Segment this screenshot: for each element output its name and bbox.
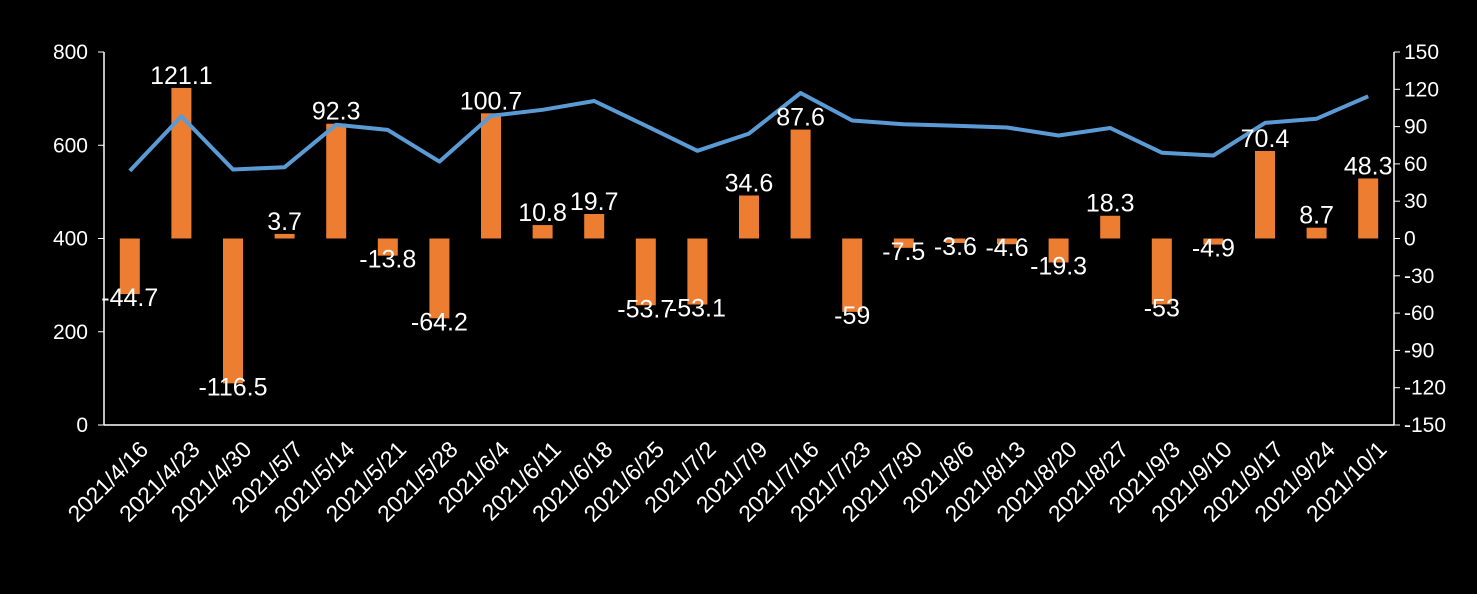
right-tick-label: 150 [1404,41,1439,64]
bar-data-label: 19.7 [570,188,619,216]
bar-data-label: 8.7 [1299,202,1334,230]
bar-data-label: -53.1 [669,295,726,323]
bar [171,87,192,239]
line-path [128,91,1369,173]
bar [274,233,295,239]
right-tick-label: 120 [1404,78,1439,101]
bar [532,225,553,239]
bar-data-label: -64.2 [411,308,468,336]
bar-data-label: 18.3 [1086,190,1135,218]
bar-data-label: 48.3 [1344,152,1393,180]
right-tick-label: -120 [1404,377,1446,400]
axes: 0 200 400 600 800 -150 -120 -90 -60 -30 0 30 60 90 120… [53,41,1446,437]
bar-data-label: 100.7 [460,87,523,115]
bar-data-label: -116.5 [198,373,267,401]
bar [584,214,605,239]
bar [997,238,1017,245]
bar [481,113,501,239]
bar-data-label: 92.3 [312,98,361,126]
right-tick-label: -90 [1404,339,1434,362]
bar-data-label: 3.7 [267,208,302,236]
line-series [128,91,1369,173]
bar [326,123,347,239]
bar-data-label: 70.4 [1241,125,1290,153]
bar [1255,150,1275,239]
bar [739,195,759,239]
bar-data-label: -53 [1144,294,1180,322]
bar-series [119,87,1379,384]
left-tick-label: 800 [53,41,88,64]
bar [1100,215,1121,239]
right-tick-label: 0 [1404,228,1416,251]
data-labels: -44.7 121.1 -116.5 3.7 92.3 -13.8 -64.2 100.7 10… [101,62,1392,401]
bar [1306,227,1327,239]
bar [842,238,863,312]
bar [223,238,243,384]
right-tick-label: 90 [1404,116,1427,139]
bar [429,238,450,319]
bar-data-label: 87.6 [776,104,825,132]
bar [377,238,398,256]
bar [893,238,914,248]
right-tick-label: -30 [1404,265,1434,288]
left-tick-label: 400 [53,228,88,251]
bar-data-label: -19.3 [1030,252,1087,280]
bar [1358,178,1379,239]
left-tick-label: 0 [76,414,88,437]
bar [945,238,966,243]
bar-data-label: -3.6 [934,233,977,261]
bar-data-label: -4.6 [985,234,1028,262]
bar-data-label: -44.7 [101,284,158,312]
x-tick-labels: 2021/4/162021/4/232021/4/302021/5/72021/… [62,436,1391,527]
bar [1203,238,1224,245]
left-tick-label: 200 [53,321,88,344]
right-tick-label: 60 [1404,153,1427,176]
bar-data-label: 121.1 [150,62,213,90]
bar-data-label: 34.6 [725,169,774,197]
bar [687,238,708,305]
bar-data-label: -7.5 [882,238,925,266]
bar-data-label: -13.8 [359,246,416,274]
bar [1151,238,1172,305]
bar [790,129,811,239]
bar [635,238,656,306]
bar [1048,238,1069,263]
left-tick-label: 600 [53,134,88,157]
bar-data-label: 10.8 [518,199,567,227]
bar [119,238,140,295]
bar-data-label: -4.9 [1192,235,1235,263]
right-tick-label: -60 [1404,302,1434,325]
bar-data-label: -53.7 [617,295,674,323]
bar-data-label: -59 [834,302,870,330]
right-tick-label: 30 [1404,190,1427,213]
right-tick-label: -150 [1404,414,1446,437]
